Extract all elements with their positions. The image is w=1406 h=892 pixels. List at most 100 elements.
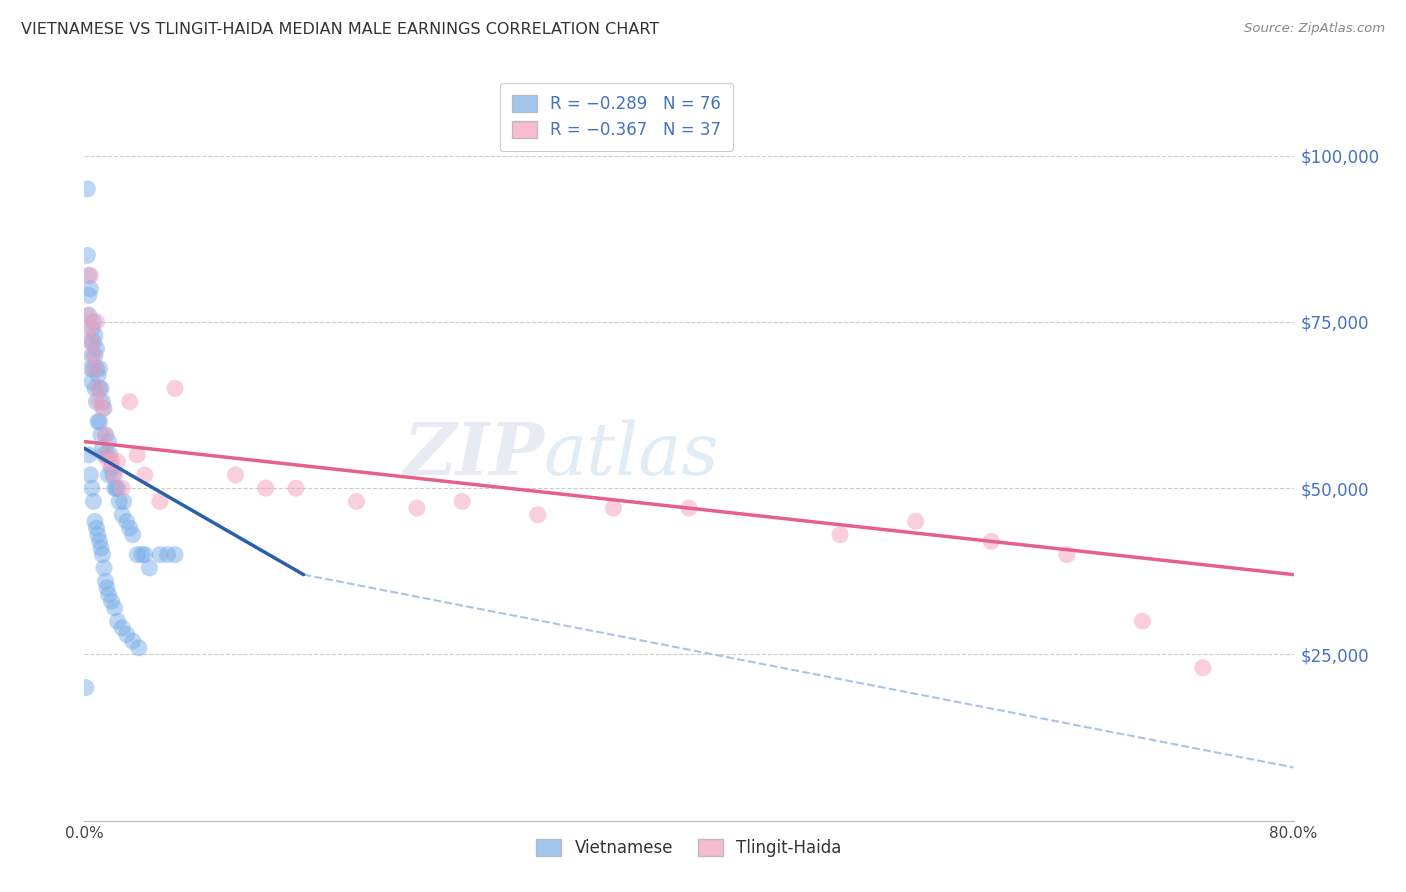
Point bbox=[112, 494, 135, 508]
Point bbox=[101, 467, 124, 482]
Point bbox=[86, 342, 108, 356]
Point bbox=[980, 534, 1002, 549]
Point bbox=[156, 548, 179, 562]
Point bbox=[89, 415, 111, 429]
Point bbox=[91, 401, 114, 416]
Point bbox=[451, 494, 474, 508]
Point bbox=[86, 521, 108, 535]
Point bbox=[86, 315, 108, 329]
Point bbox=[134, 467, 156, 482]
Point bbox=[830, 527, 852, 541]
Point bbox=[115, 627, 138, 641]
Point bbox=[149, 548, 172, 562]
Point bbox=[100, 461, 122, 475]
Point bbox=[104, 481, 127, 495]
Point bbox=[100, 454, 122, 468]
Point bbox=[93, 401, 115, 416]
Point bbox=[80, 481, 103, 495]
Point bbox=[165, 548, 187, 562]
Point bbox=[346, 494, 368, 508]
Point bbox=[107, 481, 129, 495]
Point bbox=[104, 467, 127, 482]
Point bbox=[77, 321, 100, 335]
Point bbox=[1192, 661, 1215, 675]
Point bbox=[79, 467, 101, 482]
Point bbox=[80, 334, 103, 349]
Point bbox=[406, 501, 429, 516]
Point bbox=[149, 494, 172, 508]
Legend: Vietnamese, Tlingit-Haida: Vietnamese, Tlingit-Haida bbox=[530, 832, 848, 863]
Point bbox=[131, 548, 153, 562]
Point bbox=[527, 508, 550, 522]
Point bbox=[111, 508, 134, 522]
Point bbox=[79, 268, 101, 283]
Point bbox=[225, 467, 247, 482]
Point bbox=[118, 521, 141, 535]
Point bbox=[165, 381, 187, 395]
Point bbox=[98, 448, 121, 462]
Point bbox=[1056, 548, 1078, 562]
Point bbox=[84, 361, 107, 376]
Point bbox=[121, 527, 143, 541]
Point bbox=[94, 428, 117, 442]
Point bbox=[118, 394, 141, 409]
Point bbox=[82, 494, 104, 508]
Point bbox=[82, 361, 104, 376]
Point bbox=[82, 315, 104, 329]
Point bbox=[105, 481, 128, 495]
Text: Source: ZipAtlas.com: Source: ZipAtlas.com bbox=[1244, 22, 1385, 36]
Point bbox=[127, 548, 149, 562]
Point bbox=[80, 375, 103, 389]
Point bbox=[904, 515, 927, 529]
Point bbox=[1130, 614, 1153, 628]
Point bbox=[678, 501, 700, 516]
Point bbox=[97, 434, 120, 449]
Point bbox=[77, 448, 100, 462]
Point bbox=[96, 581, 118, 595]
Text: VIETNAMESE VS TLINGIT-HAIDA MEDIAN MALE EARNINGS CORRELATION CHART: VIETNAMESE VS TLINGIT-HAIDA MEDIAN MALE … bbox=[21, 22, 659, 37]
Point bbox=[87, 415, 110, 429]
Point bbox=[79, 282, 101, 296]
Point bbox=[602, 501, 624, 516]
Point bbox=[80, 348, 103, 362]
Point bbox=[285, 481, 308, 495]
Point bbox=[115, 515, 138, 529]
Point bbox=[93, 561, 115, 575]
Point bbox=[76, 308, 98, 322]
Point bbox=[76, 248, 98, 262]
Point bbox=[96, 448, 118, 462]
Point bbox=[121, 634, 143, 648]
Point bbox=[87, 527, 110, 541]
Point bbox=[75, 681, 97, 695]
Point bbox=[91, 442, 114, 456]
Point bbox=[80, 321, 103, 335]
Point bbox=[108, 494, 131, 508]
Point bbox=[91, 548, 114, 562]
Point bbox=[94, 428, 117, 442]
Point bbox=[77, 308, 100, 322]
Point bbox=[77, 288, 100, 302]
Point bbox=[97, 454, 120, 468]
Text: atlas: atlas bbox=[544, 419, 720, 491]
Point bbox=[82, 348, 104, 362]
Point bbox=[89, 361, 111, 376]
Point bbox=[111, 481, 134, 495]
Point bbox=[254, 481, 277, 495]
Point bbox=[86, 361, 108, 376]
Point bbox=[87, 381, 110, 395]
Point bbox=[97, 467, 120, 482]
Point bbox=[87, 368, 110, 383]
Point bbox=[84, 328, 107, 343]
Point bbox=[107, 454, 129, 468]
Point bbox=[90, 541, 112, 555]
Point bbox=[91, 394, 114, 409]
Point bbox=[89, 534, 111, 549]
Point bbox=[127, 448, 149, 462]
Point bbox=[89, 394, 111, 409]
Point bbox=[104, 600, 127, 615]
Point bbox=[82, 334, 104, 349]
Point bbox=[84, 348, 107, 362]
Point bbox=[107, 614, 129, 628]
Point bbox=[90, 381, 112, 395]
Text: ZIP: ZIP bbox=[404, 419, 544, 491]
